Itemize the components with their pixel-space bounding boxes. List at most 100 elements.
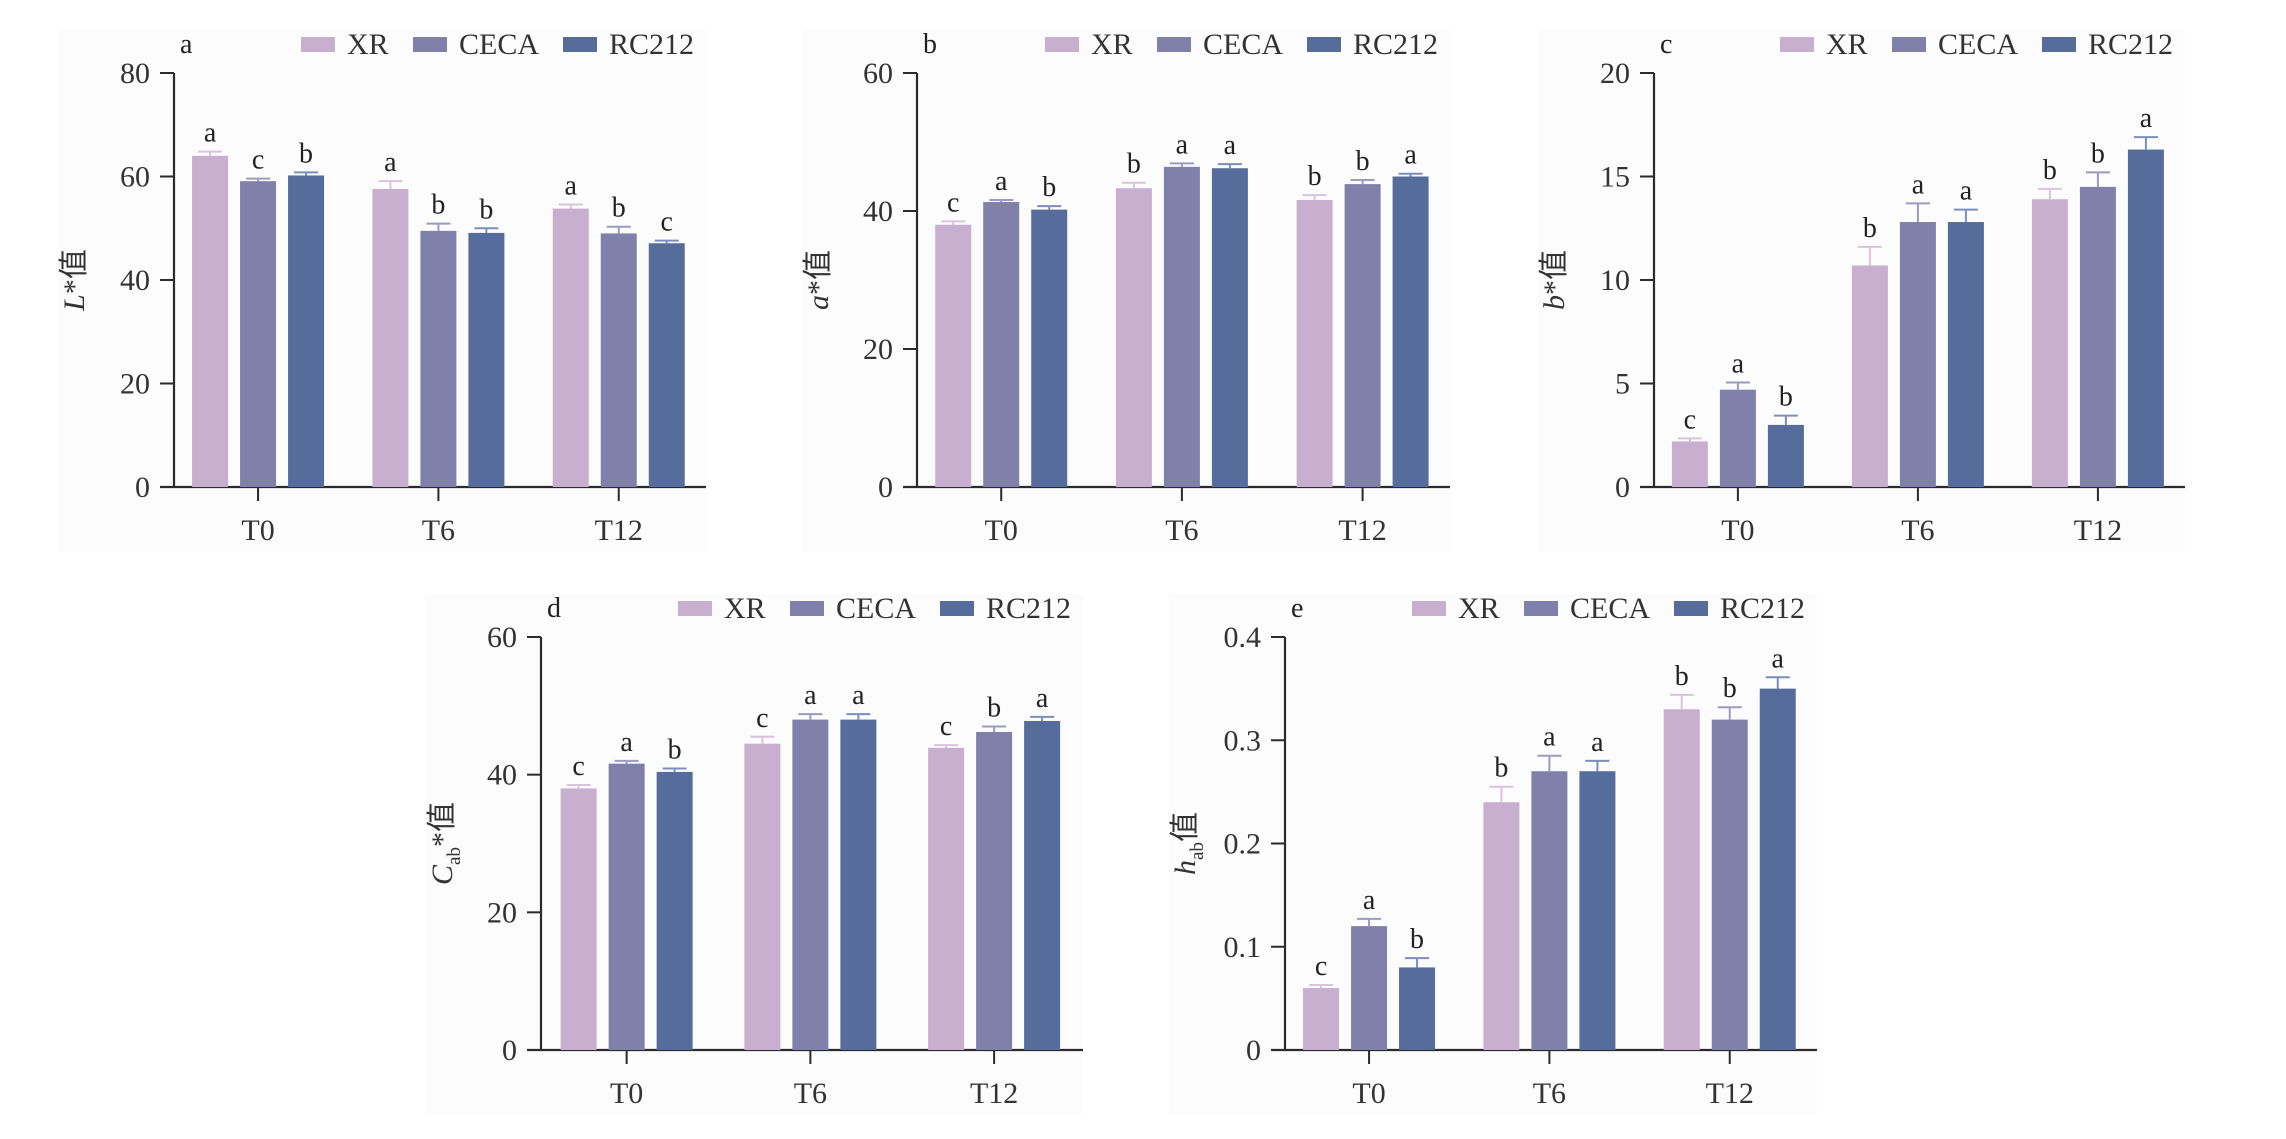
y-axis-title: a*值 <box>802 250 835 310</box>
y-tick-label: 0 <box>878 471 893 504</box>
bar-xr-t6 <box>1483 802 1520 1050</box>
legend-swatch <box>413 37 447 52</box>
bar-xr-t0 <box>1671 441 1708 487</box>
legend-label: RC212 <box>1353 28 1438 61</box>
bar-xr-t6 <box>1115 188 1152 488</box>
bar-ceca-t6 <box>792 719 829 1050</box>
y-tick-label: 0.4 <box>1224 621 1262 654</box>
bar-xr-t12 <box>1663 709 1700 1050</box>
bar-ceca-t6 <box>1531 771 1568 1050</box>
bar-xr-t12 <box>928 747 965 1050</box>
legend-item-rc212: RC212 <box>1307 28 1438 61</box>
bar-rc212-t12 <box>1759 688 1796 1050</box>
significance-letter: a <box>995 166 1008 197</box>
significance-letter: b <box>1675 661 1689 692</box>
bar-rc212-t0 <box>1031 209 1068 487</box>
y-axis-title: Cab*值 <box>426 802 465 885</box>
legend-label: RC212 <box>609 28 694 61</box>
x-tick-label: T6 <box>794 1077 827 1110</box>
bar-xr-t12 <box>552 208 589 487</box>
bar-rc212-t6 <box>1947 222 1984 488</box>
significance-letter: b <box>299 138 313 169</box>
significance-letter: a <box>620 727 633 758</box>
legend-label: CECA <box>1203 28 1283 61</box>
significance-letter: c <box>661 207 673 238</box>
significance-letter: b <box>668 734 682 765</box>
legend-item-xr: XR <box>1412 592 1500 625</box>
significance-letter: b <box>2043 155 2057 186</box>
legend-swatch <box>563 37 597 52</box>
x-tick-label: T6 <box>1165 514 1198 547</box>
significance-letter: b <box>1356 146 1370 177</box>
x-tick-label: T6 <box>422 514 455 547</box>
bar-ceca-t0 <box>983 202 1020 487</box>
bar-rc212-t12 <box>648 243 685 487</box>
bar-xr-t12 <box>1296 199 1333 487</box>
bar-ceca-t6 <box>1163 166 1200 487</box>
significance-letter: b <box>479 194 493 225</box>
legend-swatch <box>1157 37 1191 52</box>
legend-swatch <box>790 601 824 616</box>
significance-letter: c <box>940 711 952 742</box>
panel-letter: b <box>923 29 937 60</box>
legend-label: CECA <box>1570 592 1650 625</box>
significance-letter: b <box>431 190 445 221</box>
legend-label: CECA <box>836 592 916 625</box>
y-axis-title-var: L <box>58 294 91 312</box>
y-tick-label: 60 <box>487 621 517 654</box>
y-axis-title-var: C <box>426 864 459 885</box>
panel-letter: d <box>547 593 561 624</box>
bar-rc212-t0 <box>1399 967 1436 1050</box>
significance-letter: a <box>1912 169 1925 200</box>
y-axis-title-var: b <box>1538 295 1571 310</box>
legend-label: RC212 <box>2088 28 2173 61</box>
x-tick-label: T12 <box>595 514 643 547</box>
significance-letter: c <box>1315 951 1327 982</box>
y-tick-label: 15 <box>1600 161 1630 194</box>
x-tick-label: T0 <box>610 1077 643 1110</box>
significance-letter: a <box>1176 129 1189 160</box>
legend-item-rc212: RC212 <box>563 28 694 61</box>
y-tick-label: 20 <box>1600 57 1630 90</box>
y-axis-title-sub: ab <box>1187 842 1208 860</box>
legend-label: CECA <box>1938 28 2018 61</box>
legend-swatch <box>940 601 974 616</box>
significance-letter: a <box>852 680 865 711</box>
legend-item-xr: XR <box>301 28 389 61</box>
bar-ceca-t0 <box>608 763 645 1050</box>
significance-letter: a <box>1363 885 1376 916</box>
legend-label: XR <box>1826 28 1868 61</box>
y-tick-label: 80 <box>120 57 150 90</box>
legend-label: XR <box>1458 592 1500 625</box>
legend-label: RC212 <box>1720 592 1805 625</box>
panel-letter: c <box>1660 29 1672 60</box>
significance-letter: a <box>204 118 217 149</box>
legend-item-ceca: CECA <box>1892 28 2018 61</box>
bar-rc212-t0 <box>288 175 325 487</box>
bar-xr-t12 <box>2031 199 2068 487</box>
bar-xr-t0 <box>935 224 972 488</box>
y-axis-title-suffix: *值 <box>58 249 91 294</box>
significance-letter: a <box>1543 722 1556 753</box>
panel-letter: e <box>1291 593 1303 624</box>
bar-rc212-t6 <box>468 232 505 487</box>
significance-letter: a <box>1772 643 1785 674</box>
legend-item-ceca: CECA <box>1524 592 1650 625</box>
legend-swatch <box>1307 37 1341 52</box>
significance-letter: b <box>2091 138 2105 169</box>
significance-letter: a <box>1732 348 1745 379</box>
y-axis-title-suffix: *值 <box>802 250 835 295</box>
significance-letter: a <box>1960 176 1973 207</box>
significance-letter: b <box>612 193 626 224</box>
bar-ceca-t12 <box>2079 186 2116 487</box>
significance-letter: c <box>756 703 768 734</box>
legend-swatch <box>1412 601 1446 616</box>
bar-rc212-t6 <box>1579 771 1616 1050</box>
x-tick-label: T12 <box>1338 514 1386 547</box>
bar-ceca-t12 <box>600 233 637 487</box>
significance-letter: c <box>1684 404 1696 435</box>
